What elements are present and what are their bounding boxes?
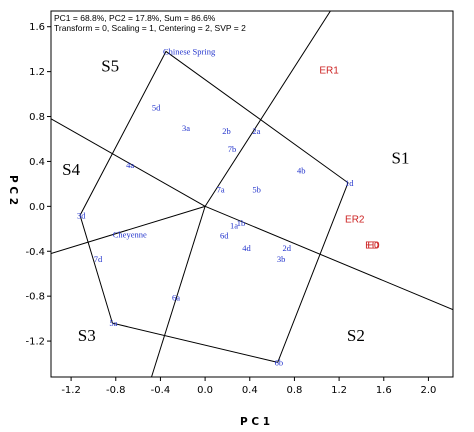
x-axis-title: P C 1 bbox=[240, 416, 270, 428]
x-tick-label: 0.4 bbox=[242, 385, 258, 396]
genotype-point: 7b bbox=[228, 144, 237, 154]
y-tick-label: -1.2 bbox=[25, 337, 45, 348]
genotype-point: 4b bbox=[297, 165, 306, 175]
genotype-point: 1d bbox=[345, 178, 354, 188]
sector-ray-1 bbox=[204, 11, 331, 207]
y-tick-label: 1.2 bbox=[29, 67, 45, 78]
environment-point: ER2 bbox=[345, 215, 365, 226]
sector-ray-2 bbox=[204, 205, 453, 311]
genotype-point: 6a bbox=[172, 292, 180, 302]
genotype-point: 6b bbox=[275, 357, 284, 367]
genotype-point: 3a bbox=[182, 123, 190, 133]
sector-label: S1 bbox=[392, 149, 410, 168]
sector-label: S5 bbox=[101, 57, 119, 76]
x-tick-label: 2.0 bbox=[420, 385, 436, 396]
genotype-point: 4d bbox=[242, 243, 251, 253]
x-tick-label: -0.4 bbox=[151, 385, 171, 396]
genotype-point: 2d bbox=[283, 243, 292, 253]
y-tick-label: -0.4 bbox=[25, 247, 45, 258]
y-tick-label: 1.6 bbox=[29, 22, 45, 33]
x-tick-label: 0.8 bbox=[286, 385, 302, 396]
y-tick-label: 0.8 bbox=[29, 112, 45, 123]
convex-hull bbox=[79, 50, 349, 363]
sector-ray-3 bbox=[151, 206, 206, 377]
x-tick-label: 0.0 bbox=[197, 385, 213, 396]
sector-label: S3 bbox=[78, 326, 96, 345]
header-line-2: Transform = 0, Scaling = 1, Centering = … bbox=[54, 23, 246, 33]
x-tick-label: 1.6 bbox=[376, 385, 392, 396]
genotype-point: 5d bbox=[152, 103, 161, 113]
sector-ray-4 bbox=[51, 205, 206, 254]
environment-point: E0 bbox=[367, 241, 380, 252]
plot-frame bbox=[50, 10, 454, 378]
y-axis-title: P C 2 bbox=[7, 175, 19, 205]
x-axis: -1.2 -0.8 -0.4 0.0 0.4 0.8 1.2 1.6 2.0 bbox=[61, 377, 436, 396]
sector-label: S4 bbox=[62, 160, 80, 179]
x-tick-label: 1.2 bbox=[331, 385, 347, 396]
sector-ray-5 bbox=[51, 118, 206, 207]
genotype-point: 3d bbox=[77, 210, 86, 220]
sector-rays bbox=[51, 11, 453, 377]
y-tick-label: 0.0 bbox=[29, 202, 45, 213]
genotype-point: 5b bbox=[252, 185, 261, 195]
genotype-point: 2a bbox=[252, 126, 260, 136]
genotype-point: Cheyenne bbox=[113, 229, 147, 239]
header-line-1: PC1 = 68.8%, PC2 = 17.8%, Sum = 86.6% bbox=[54, 13, 216, 23]
genotype-points: Chinese Spring 5d 3a 2b 2a 7b 4a 4b 1d 7a 5b 3d 1a1b… bbox=[77, 46, 354, 367]
genotype-point: 3b bbox=[277, 254, 286, 264]
y-tick-label: 0.4 bbox=[29, 157, 45, 168]
genotype-point: 1a bbox=[230, 220, 238, 230]
environment-point: ED bbox=[365, 241, 379, 252]
x-tick-label: -1.2 bbox=[61, 385, 81, 396]
y-axis: -1.2 -0.8 -0.4 0.0 0.4 0.8 1.2 1.6 bbox=[25, 22, 51, 348]
genotype-point: 7d bbox=[94, 254, 103, 264]
genotype-point: 5a bbox=[109, 318, 117, 328]
x-tick-label: -0.8 bbox=[106, 385, 126, 396]
genotype-point: 1b bbox=[237, 218, 246, 228]
sector-labels: S1 S2 S3 S4 S5 bbox=[62, 57, 409, 345]
sector-label: S2 bbox=[347, 326, 365, 345]
y-tick-label: -0.8 bbox=[25, 292, 45, 303]
plot-layer bbox=[51, 11, 453, 377]
genotype-point: 6d bbox=[220, 231, 229, 241]
genotype-point: 7a bbox=[217, 185, 225, 195]
genotype-point: 2b bbox=[222, 126, 231, 136]
environment-point: ER1 bbox=[319, 65, 339, 76]
genotype-point: 4a bbox=[126, 160, 134, 170]
genotype-point: Chinese Spring bbox=[163, 46, 216, 56]
